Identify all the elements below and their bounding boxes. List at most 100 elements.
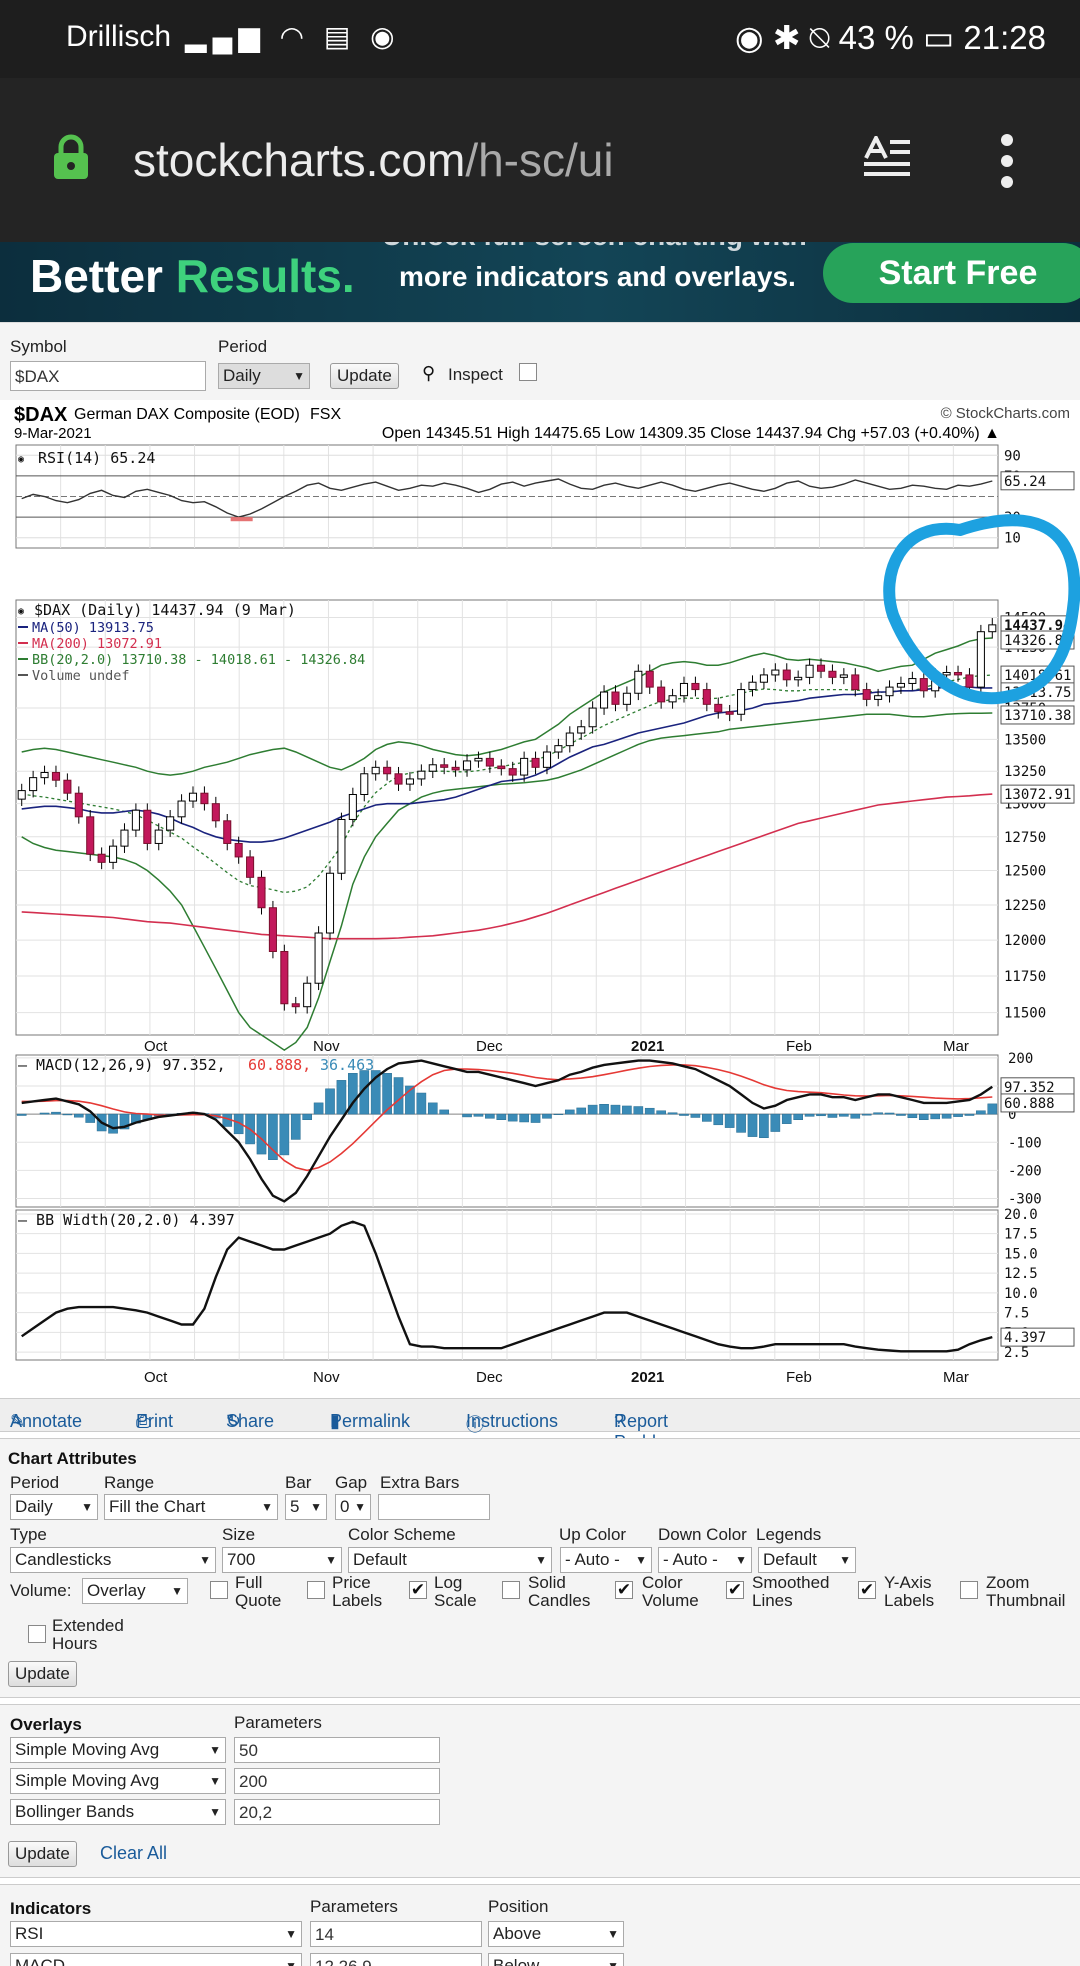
indicator-param-2[interactable]: 12,26,9 bbox=[310, 1953, 482, 1966]
volume-select[interactable]: Overlay bbox=[82, 1578, 188, 1604]
down-color-select[interactable]: - Auto - bbox=[658, 1547, 752, 1573]
indicator-param-1[interactable]: 14 bbox=[310, 1921, 482, 1947]
candle-body bbox=[943, 672, 950, 674]
price-legend-item: MA(50) 13913.75 bbox=[32, 620, 154, 636]
bar-select[interactable]: 5 bbox=[285, 1494, 327, 1520]
extended-hours-checkbox[interactable] bbox=[28, 1625, 46, 1643]
gap-select[interactable]: 0 bbox=[335, 1494, 371, 1520]
extra-bars-input[interactable] bbox=[378, 1494, 490, 1520]
macd-histogram-bar bbox=[462, 1114, 471, 1117]
color-scheme-label: Color Scheme bbox=[348, 1525, 456, 1545]
macd-histogram-bar bbox=[497, 1114, 506, 1120]
indicators-section: Indicators Parameters Position RSI 14 Ab… bbox=[0, 1884, 1080, 1966]
smoothed-lines-checkbox[interactable]: ✔ bbox=[726, 1581, 744, 1599]
address-bar[interactable]: stockcharts.com/h-sc/ui bbox=[133, 133, 614, 187]
overlays-update-button[interactable]: Update bbox=[8, 1841, 77, 1867]
macd-histogram-bar bbox=[702, 1114, 711, 1121]
size-select[interactable]: 700 bbox=[222, 1547, 342, 1573]
attr-period-select[interactable]: Daily bbox=[10, 1494, 98, 1520]
macd-histogram-bar bbox=[885, 1113, 894, 1114]
update-button[interactable]: Update bbox=[330, 363, 399, 389]
candle-body bbox=[635, 671, 642, 693]
bb-width-tick-label: 20.0 bbox=[1004, 1207, 1038, 1223]
type-select[interactable]: Candlesticks bbox=[10, 1547, 216, 1573]
attributes-update-button[interactable]: Update bbox=[8, 1661, 77, 1687]
candle-body bbox=[281, 951, 288, 1003]
price-labels-checkbox[interactable] bbox=[307, 1581, 325, 1599]
legends-select[interactable]: Default bbox=[758, 1547, 856, 1573]
bar-label: Bar bbox=[285, 1473, 311, 1493]
bb-width-tick-label: 2.5 bbox=[1004, 1345, 1029, 1361]
bb-width-tick-label: 15.0 bbox=[1004, 1246, 1038, 1262]
zoom-thumbnail-checkbox[interactable] bbox=[960, 1581, 978, 1599]
chart-attributes: Chart Attributes Period Daily Range Fill… bbox=[0, 1438, 1080, 1698]
candle-body bbox=[87, 817, 94, 854]
clear-all-link[interactable]: Clear All bbox=[100, 1843, 167, 1864]
ad-banner[interactable]: Unlock full-screen charting with Better … bbox=[0, 242, 1080, 322]
price-tick-label: 11750 bbox=[1004, 969, 1046, 985]
color-volume-checkbox[interactable]: ✔ bbox=[615, 1581, 633, 1599]
range-label: Range bbox=[104, 1473, 154, 1493]
bb-width-title: — BB Width(20,2.0) 4.397 bbox=[18, 1211, 235, 1229]
up-color-select[interactable]: - Auto - bbox=[560, 1547, 652, 1573]
overlay-select-2[interactable]: Simple Moving Avg bbox=[10, 1768, 226, 1794]
overlay-param-2[interactable]: 200 bbox=[234, 1768, 440, 1794]
status-right: ◉ ✱ ⍉ 43 % ▭ 21:28 bbox=[735, 18, 1046, 58]
macd-histogram-bar bbox=[839, 1114, 848, 1116]
candle-body bbox=[18, 791, 25, 800]
indicator-select-2[interactable]: MACD bbox=[10, 1953, 302, 1966]
annotate-label: Annotate bbox=[10, 1411, 82, 1432]
signal-wifi-icons: ▂▄▆ ◠ ▤ ◉ bbox=[185, 20, 401, 53]
bb-width-tick-label: 12.5 bbox=[1004, 1266, 1038, 1282]
candle-body bbox=[692, 683, 699, 689]
period-select[interactable]: Daily bbox=[218, 363, 310, 389]
candle-body bbox=[201, 793, 208, 803]
overlay-select-1[interactable]: Simple Moving Avg bbox=[10, 1737, 226, 1763]
macd-histogram-bar bbox=[965, 1114, 974, 1115]
more-menu-icon[interactable] bbox=[998, 134, 1016, 188]
indicator-position-1[interactable]: Above bbox=[488, 1921, 624, 1947]
smoothed-lines-label: Smoothed Lines bbox=[752, 1574, 844, 1610]
candle-body bbox=[338, 819, 345, 873]
log-scale-checkbox[interactable]: ✔ bbox=[409, 1581, 427, 1599]
price-x-label: 2021 bbox=[631, 1038, 664, 1055]
solid-candles-checkbox[interactable] bbox=[502, 1581, 520, 1599]
macd-histogram-bar bbox=[394, 1078, 403, 1115]
candle-body bbox=[155, 830, 162, 843]
overlay-select-3[interactable]: Bollinger Bands bbox=[10, 1799, 226, 1825]
bb-width-tick-label: 7.5 bbox=[1004, 1306, 1029, 1322]
url-host: stockcharts.com bbox=[133, 134, 465, 186]
candle-body bbox=[772, 670, 779, 675]
start-free-button[interactable]: Start Free bbox=[823, 243, 1080, 303]
symbol-input[interactable]: $DAX bbox=[10, 361, 206, 391]
price-legend-item: BB(20,2.0) 13710.38 - 14018.61 - 14326.8… bbox=[32, 652, 365, 668]
macd-histogram-bar bbox=[485, 1114, 494, 1118]
indicator-select-1[interactable]: RSI bbox=[10, 1921, 302, 1947]
overlay-param-1[interactable]: 50 bbox=[234, 1737, 440, 1763]
macd-histogram-bar bbox=[303, 1114, 312, 1120]
reader-mode-icon[interactable] bbox=[862, 136, 912, 180]
period-label: Period bbox=[218, 337, 267, 357]
overlay-param-3[interactable]: 20,2 bbox=[234, 1799, 440, 1825]
bb-width-x-label: Mar bbox=[943, 1369, 969, 1386]
indicator-position-2[interactable]: Below bbox=[488, 1953, 624, 1966]
macd-histogram-bar bbox=[737, 1114, 746, 1132]
macd-histogram-bar bbox=[520, 1114, 529, 1122]
rsi-tick-label: 10 bbox=[1004, 531, 1021, 547]
candle-body bbox=[646, 671, 653, 687]
inspect-checkbox[interactable] bbox=[519, 363, 537, 381]
color-scheme-select[interactable]: Default bbox=[348, 1547, 552, 1573]
price-tick-label: 11500 bbox=[1004, 1006, 1046, 1022]
candle-body bbox=[989, 625, 996, 632]
candle-body bbox=[247, 857, 254, 877]
full-quote-checkbox[interactable] bbox=[210, 1581, 228, 1599]
macd-histogram-bar bbox=[851, 1114, 860, 1118]
y-axis-labels-checkbox[interactable]: ✔ bbox=[858, 1581, 876, 1599]
stockcharts-watermark: © StockCharts.com bbox=[941, 405, 1070, 422]
ad-better: Better bbox=[30, 250, 176, 302]
range-select[interactable]: Fill the Chart bbox=[104, 1494, 278, 1520]
down-color-label: Down Color bbox=[658, 1525, 747, 1545]
macd-hist-value: 36.463 bbox=[320, 1056, 374, 1074]
macd-histogram-bar bbox=[611, 1105, 620, 1114]
